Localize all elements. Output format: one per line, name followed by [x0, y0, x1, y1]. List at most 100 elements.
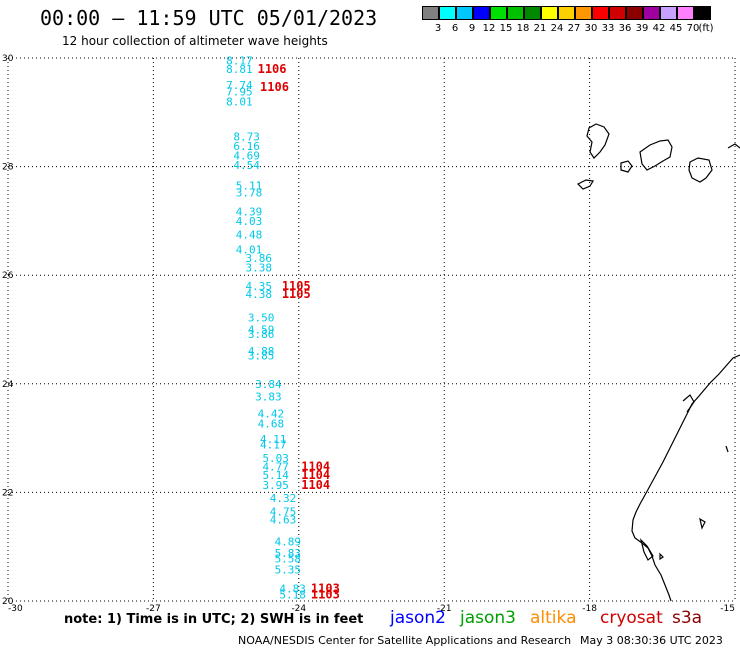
wave-height-label: 4.59 [248, 324, 275, 337]
wave-height-label: 4.48 [236, 228, 263, 241]
wave-height-label: 6.16 [233, 140, 260, 153]
color-swatch [456, 6, 473, 20]
wave-height-label: 4.75 [270, 505, 297, 518]
wave-height-label: 4.03 [236, 215, 263, 228]
color-scale-label: (ft) [698, 23, 714, 34]
color-swatch [524, 6, 541, 20]
color-swatch [575, 6, 592, 20]
legend-s3a: s3a [672, 608, 703, 628]
color-swatch [541, 6, 558, 20]
color-scale-label: 27 [567, 23, 581, 34]
pass-time-label: 1103 [311, 587, 340, 601]
color-swatch [558, 6, 575, 20]
wave-height-label: 4.54 [233, 159, 260, 172]
island-fuerteventura [727, 143, 740, 149]
footer-note: note: 1) Time is in UTC; 2) SWH is in fe… [64, 612, 364, 627]
coast-dakhla [682, 394, 695, 413]
lon-tick-label: -21 [437, 604, 452, 614]
legend-jason3: jason3 [460, 608, 516, 628]
color-scale-label: 39 [635, 23, 649, 34]
lat-tick-label: 20 [2, 597, 14, 607]
island-hierro [576, 179, 594, 190]
wave-height-label: 4.69 [233, 150, 260, 163]
color-swatch [626, 6, 643, 20]
wave-height-label: 5.14 [262, 469, 289, 482]
coast-africa [631, 354, 740, 602]
wave-height-label: 4.42 [258, 408, 285, 421]
wave-height-label: 4.88 [248, 345, 275, 358]
wave-height-label: 3.50 [248, 312, 275, 325]
wave-height-label: 3.86 [245, 252, 272, 265]
island-tenerife [639, 139, 673, 171]
color-scale-label: 45 [669, 23, 683, 34]
pass-time-label: 1106 [258, 62, 287, 76]
wave-height-label: 4.83 [279, 583, 306, 596]
color-swatch [660, 6, 677, 20]
color-scale-label: 42 [652, 23, 666, 34]
color-swatch [609, 6, 626, 20]
color-swatch [439, 6, 456, 20]
wave-height-label: 4.32 [270, 492, 297, 505]
pass-time-label: 1104 [301, 468, 330, 482]
lon-tick-label: -18 [582, 604, 597, 614]
wave-height-label: 3.83 [255, 390, 282, 403]
wave-height-label: 5.58 [275, 553, 302, 566]
color-scale-label: 70 [686, 23, 700, 34]
map-title: 00:00 — 11:59 UTC 05/01/2023 [40, 6, 378, 30]
lon-tick-label: -27 [146, 604, 161, 614]
island-gran-canaria [688, 157, 713, 183]
wave-height-label: 5.83 [275, 547, 302, 560]
wave-height-label: 3.38 [245, 262, 272, 275]
generation-timestamp: May 3 08:30:36 UTC 2023 [580, 634, 723, 647]
lat-tick-label: 22 [2, 488, 13, 498]
legend-jason2: jason2 [390, 608, 446, 628]
lat-tick-label: 28 [2, 163, 14, 173]
color-scale-label: 9 [468, 23, 476, 34]
lat-tick-label: 24 [2, 380, 14, 390]
color-scale-label: 33 [601, 23, 615, 34]
color-scale-label: 3 [434, 23, 442, 34]
wave-height-label: 5.35 [275, 564, 302, 577]
lon-tick-label: -15 [720, 604, 735, 614]
color-scale-label: 6 [451, 23, 459, 34]
color-scale-label: 36 [618, 23, 632, 34]
wave-height-label: 5.11 [236, 180, 263, 193]
legend-altika: altika [530, 608, 577, 628]
wave-height-label: 3.78 [236, 187, 263, 200]
wave-height-label: 4.01 [236, 244, 263, 257]
wave-height-label: 4.35 [245, 280, 272, 293]
color-scale-label: 24 [550, 23, 564, 34]
wave-height-label: 4.63 [270, 514, 297, 527]
color-scale-label: 18 [516, 23, 530, 34]
color-scale-label: 15 [499, 23, 513, 34]
color-swatch [507, 6, 524, 20]
island-arguin [699, 517, 706, 530]
wave-height-label: 7.74 [226, 79, 253, 92]
wave-height-label: 4.77 [262, 460, 289, 473]
pass-time-label: 1104 [301, 478, 330, 492]
coast-cap-blanc [639, 538, 654, 561]
islet [725, 445, 729, 453]
color-scale-label: 30 [584, 23, 598, 34]
wave-height-label: 4.68 [258, 417, 285, 430]
pass-time-label: 1103 [311, 582, 340, 596]
pass-time-label: 1105 [282, 279, 311, 293]
lat-tick-label: 26 [2, 271, 14, 281]
wave-height-label: 5.03 [262, 452, 289, 465]
lon-tick-label: -24 [291, 604, 306, 614]
color-swatch [490, 6, 507, 20]
color-swatch [677, 6, 694, 20]
color-swatch [643, 6, 660, 20]
wave-height-label: 4.11 [260, 433, 287, 446]
credit-text: NOAA/NESDIS Center for Satellite Applica… [238, 634, 572, 647]
island-la-palma [586, 123, 610, 159]
wave-height-label: 8.17 [226, 55, 253, 68]
color-swatch [473, 6, 490, 20]
color-swatch [694, 6, 711, 20]
wave-height-label: 8.81 [226, 63, 253, 76]
map-subtitle: 12 hour collection of altimeter wave hei… [62, 34, 328, 48]
islet-2 [659, 552, 664, 561]
wave-height-label: 8.73 [233, 131, 260, 144]
pass-time-label: 1104 [301, 459, 330, 473]
